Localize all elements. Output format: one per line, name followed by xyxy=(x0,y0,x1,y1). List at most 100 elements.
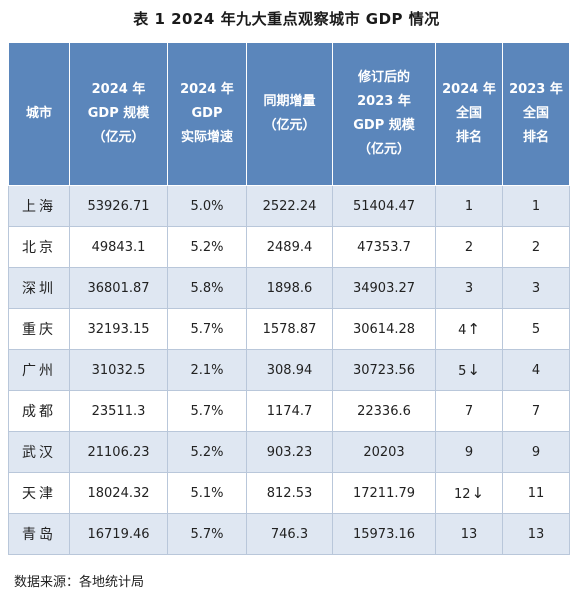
rank-value: 3 xyxy=(464,280,474,296)
header-gdp-2024: 2024 年 GDP 规模 （亿元） xyxy=(69,42,168,186)
cell-city: 北京 xyxy=(8,226,70,268)
header-line: 实际增速 xyxy=(180,130,233,145)
table-row: 深圳 36801.87 5.8% 1898.6 34903.27 3 3 xyxy=(8,267,570,309)
header-row: 城市 2024 年 GDP 规模 （亿元） 2024 年 GDP 实际增速 同期增量 （亿元） 修… xyxy=(8,42,570,186)
cell-rank-2024: 2 xyxy=(435,226,503,268)
cell-city: 上海 xyxy=(8,185,70,227)
rank-value: 4 xyxy=(458,323,467,338)
header-line: GDP 规模 xyxy=(87,106,150,121)
cell-rank-2023: 5 xyxy=(502,308,570,350)
table-row: 武汉 21106.23 5.2% 903.23 20203 9 9 xyxy=(8,431,570,473)
cell-gdp-2023-revised: 30723.56 xyxy=(332,349,436,391)
header-increase: 同期增量 （亿元） xyxy=(246,42,333,186)
cell-rank-2023: 13 xyxy=(502,513,570,555)
header-city: 城市 xyxy=(8,42,70,186)
cell-increase: 903.23 xyxy=(246,431,333,473)
header-line: 城市 xyxy=(25,106,52,121)
header-line: （亿元） xyxy=(92,130,145,145)
header-line: 2024 年 xyxy=(442,82,496,97)
header-line: 2023 年 xyxy=(357,94,411,109)
cell-growth-2024: 5.7% xyxy=(167,390,247,432)
header-line: 2024 年 xyxy=(180,82,234,97)
header-line: GDP xyxy=(191,106,223,121)
cell-gdp-2024: 32193.15 xyxy=(69,308,168,350)
cell-gdp-2024: 31032.5 xyxy=(69,349,168,391)
cell-gdp-2023-revised: 34903.27 xyxy=(332,267,436,309)
rank-value: 12 xyxy=(453,487,471,502)
cell-gdp-2023-revised: 22336.6 xyxy=(332,390,436,432)
header-rank-2024: 2024 年全国 排名 xyxy=(435,42,503,186)
cell-gdp-2024: 36801.87 xyxy=(69,267,168,309)
cell-rank-2023: 3 xyxy=(502,267,570,309)
cell-growth-2024: 5.2% xyxy=(167,431,247,473)
header-line: 同期增量 xyxy=(263,94,316,109)
gdp-table: 城市 2024 年 GDP 规模 （亿元） 2024 年 GDP 实际增速 同期增量 （亿元） 修… xyxy=(8,42,570,555)
cell-rank-2024: 5↓ xyxy=(435,349,503,391)
cell-rank-2024: 13 xyxy=(435,513,503,555)
cell-rank-2024: 4↑ xyxy=(435,308,503,350)
cell-increase: 1578.87 xyxy=(246,308,333,350)
table-body: 上海 53926.71 5.0% 2522.24 51404.47 1 1 北京 49843.1… xyxy=(8,185,570,555)
cell-gdp-2024: 21106.23 xyxy=(69,431,168,473)
cell-rank-2023: 2 xyxy=(502,226,570,268)
table-row: 重庆 32193.15 5.7% 1578.87 30614.28 4↑ 5 xyxy=(8,308,570,350)
cell-city: 广州 xyxy=(8,349,70,391)
cell-city: 青岛 xyxy=(8,513,70,555)
rank-value: 1 xyxy=(464,198,474,214)
cell-gdp-2023-revised: 15973.16 xyxy=(332,513,436,555)
cell-increase: 308.94 xyxy=(246,349,333,391)
data-source-note: 数据来源：各地统计局 xyxy=(14,575,145,590)
cell-rank-2024: 3 xyxy=(435,267,503,309)
cell-gdp-2023-revised: 20203 xyxy=(332,431,436,473)
header-line: 全国 xyxy=(455,106,482,121)
header-line: 修订后的 xyxy=(357,70,410,85)
header-rank-2023: 2023 年全国排名 xyxy=(502,42,570,186)
cell-rank-2024: 9 xyxy=(435,431,503,473)
header-gdp-2023-revised: 修订后的 2023 年 GDP 规模 （亿元） xyxy=(332,42,436,186)
header-line: 全国 xyxy=(522,106,549,121)
cell-rank-2023: 7 xyxy=(502,390,570,432)
cell-growth-2024: 5.8% xyxy=(167,267,247,309)
cell-gdp-2024: 49843.1 xyxy=(69,226,168,268)
cell-growth-2024: 5.2% xyxy=(167,226,247,268)
cell-city: 武汉 xyxy=(8,431,70,473)
cell-rank-2024: 1 xyxy=(435,185,503,227)
rank-value: 5 xyxy=(458,364,467,379)
cell-gdp-2024: 23511.3 xyxy=(69,390,168,432)
rank-value: 13 xyxy=(460,526,478,542)
rank-value: 7 xyxy=(464,403,474,419)
cell-rank-2023: 9 xyxy=(502,431,570,473)
header-line: 2024 年 xyxy=(91,82,146,97)
cell-rank-2024: 12↓ xyxy=(435,472,503,514)
table-row: 广州 31032.5 2.1% 308.94 30723.56 5↓ 4 xyxy=(8,349,570,391)
header-line: 排名 xyxy=(522,130,549,145)
cell-rank-2024: 7 xyxy=(435,390,503,432)
cell-gdp-2024: 53926.71 xyxy=(69,185,168,227)
cell-gdp-2024: 16719.46 xyxy=(69,513,168,555)
table-row: 北京 49843.1 5.2% 2489.4 47353.7 2 2 xyxy=(8,226,570,268)
table-title: 表 1 2024 年九大重点观察城市 GDP 情况 xyxy=(133,10,440,28)
header-line: GDP 规模 xyxy=(353,118,415,133)
cell-rank-2023: 4 xyxy=(502,349,570,391)
cell-rank-2023: 1 xyxy=(502,185,570,227)
header-line: （亿元） xyxy=(263,118,316,133)
rank-up-arrow-icon: ↑ xyxy=(467,320,480,338)
header-growth-2024: 2024 年 GDP 实际增速 xyxy=(167,42,247,186)
cell-growth-2024: 5.0% xyxy=(167,185,247,227)
header-line: 2023 年 xyxy=(509,82,563,97)
cell-city: 重庆 xyxy=(8,308,70,350)
rank-down-arrow-icon: ↓ xyxy=(467,361,480,379)
cell-growth-2024: 2.1% xyxy=(167,349,247,391)
table-row: 青岛 16719.46 5.7% 746.3 15973.16 13 13 xyxy=(8,513,570,555)
table-row: 天津 18024.32 5.1% 812.53 17211.79 12↓ 11 xyxy=(8,472,570,514)
cell-increase: 2522.24 xyxy=(246,185,333,227)
cell-city: 成都 xyxy=(8,390,70,432)
cell-gdp-2023-revised: 51404.47 xyxy=(332,185,436,227)
cell-rank-2023: 11 xyxy=(502,472,570,514)
cell-city: 深圳 xyxy=(8,267,70,309)
cell-growth-2024: 5.7% xyxy=(167,308,247,350)
cell-gdp-2023-revised: 30614.28 xyxy=(332,308,436,350)
cell-increase: 1898.6 xyxy=(246,267,333,309)
cell-gdp-2024: 18024.32 xyxy=(69,472,168,514)
cell-growth-2024: 5.1% xyxy=(167,472,247,514)
